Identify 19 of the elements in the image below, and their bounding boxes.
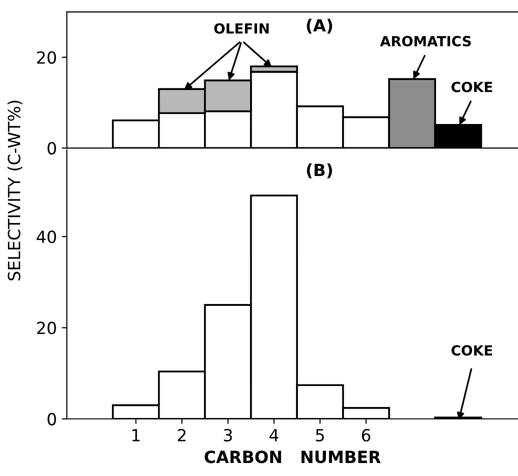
x-tick-label: 3 [224, 428, 232, 442]
x-tick-label: 6 [362, 428, 370, 442]
y-axis-title: SELECTIVITY (C-WT%) [7, 100, 22, 280]
text: AROMATICS [380, 36, 471, 46]
x-axis-title: CARBON NUMBER [204, 450, 381, 464]
x-tick-label: 2 [178, 428, 186, 442]
text: OLEFIN [214, 23, 269, 34]
y-tick-label: 0 [48, 142, 56, 155]
x-tick-label: 1 [132, 429, 140, 442]
text: COKE [452, 345, 492, 356]
y-tick-label: 20 [37, 322, 56, 334]
y-tick-label: 0 [48, 412, 56, 426]
annotation: (B) [306, 163, 332, 178]
text: COKE [452, 82, 492, 92]
x-tick-label: 4 [270, 429, 278, 442]
x-tick-label: 5 [316, 429, 324, 442]
y-tick-label: 20 [37, 51, 56, 64]
y-tick-label: 40 [36, 230, 56, 244]
annotation: (A) [306, 18, 332, 34]
